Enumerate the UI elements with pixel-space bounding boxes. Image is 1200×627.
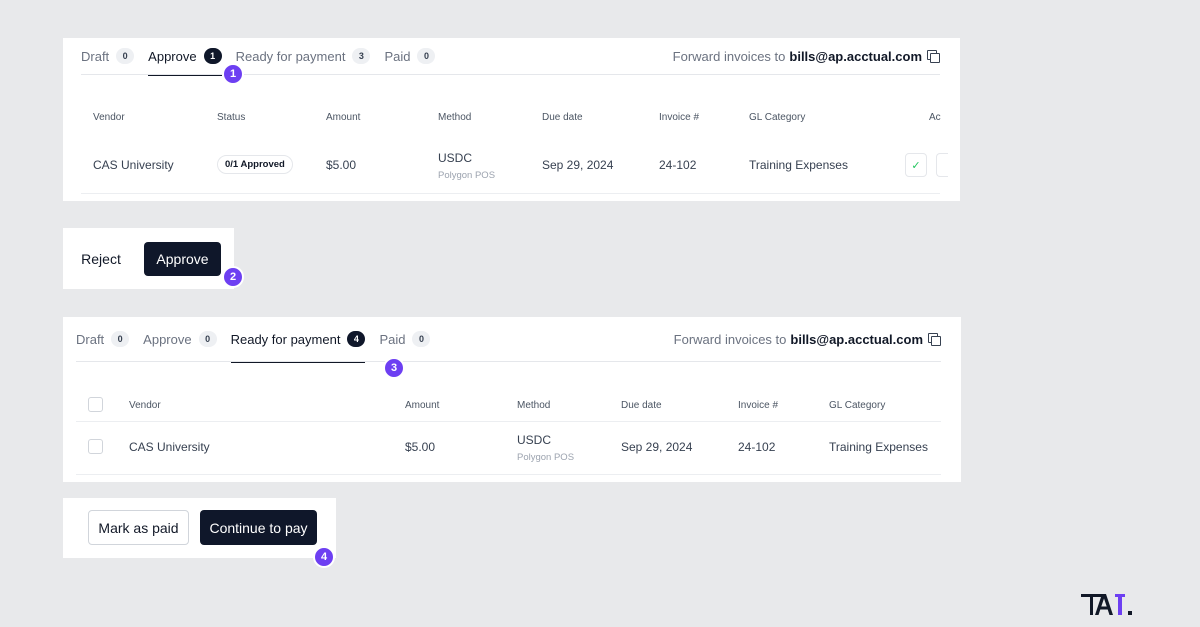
forward-email: bills@ap.acctual.com [790,332,923,347]
column-header-due-date: Due date [542,112,583,123]
column-header-vendor: Vendor [93,112,125,123]
continue-to-pay-button[interactable]: Continue to pay [200,510,317,545]
reject-button[interactable]: Reject [81,251,121,267]
method-network: Polygon POS [438,170,496,181]
tab-count: 0 [111,331,130,347]
approve-button[interactable]: Approve [144,242,221,276]
forward-email: bills@ap.acctual.com [789,49,922,64]
method-cell: USDC Polygon POS [517,433,574,463]
forward-label: Forward invoices to [673,332,787,347]
due-date-cell: Sep 29, 2024 [621,440,693,454]
column-header-invoice: Invoice # [738,400,779,411]
step-badge-3: 3 [383,357,405,379]
tab-approve[interactable]: Approve 0 [143,317,217,362]
vendor-cell: CAS University [129,440,210,454]
column-header-due-date: Due date [621,400,662,411]
row-divider [81,193,940,194]
tab-ready-for-payment[interactable]: Ready for payment 4 [230,317,366,363]
tab-count: 0 [417,48,436,64]
column-header-amount: Amount [405,400,440,411]
invoice-number-cell: 24-102 [738,440,776,454]
tab-count: 0 [412,331,431,347]
tab-draft[interactable]: Draft 0 [81,38,135,75]
invoice-status-tabs: Draft 0 Approve 1 Ready for payment 3 Paid 0… [81,38,940,76]
method-network: Polygon POS [517,452,575,463]
select-all-checkbox[interactable] [88,397,103,412]
copy-icon[interactable] [928,333,941,346]
tab-count: 3 [352,48,371,64]
column-header-vendor: Vendor [129,400,161,411]
column-header-method: Method [517,400,551,411]
gl-category-cell: Training Expenses [749,158,848,172]
column-header-method: Method [438,112,472,123]
copy-icon[interactable] [927,50,940,63]
method-cell: USDC Polygon POS [438,151,495,181]
tab-draft[interactable]: Draft 0 [76,317,130,362]
column-header-gl-category: GL Category [829,400,886,411]
column-header-gl-category: GL Category [749,112,806,123]
amount-cell: $5.00 [405,440,436,454]
column-header-amount: Amount [326,112,361,123]
row-checkbox[interactable] [88,439,103,454]
method-token: USDC [517,433,552,447]
column-header-status: Status [217,112,246,123]
amount-cell: $5.00 [326,158,357,172]
vendor-cell: CAS University [93,158,174,172]
approve-check-button[interactable]: ✓ [905,153,927,177]
approve-invoices-card: Draft 0 Approve 1 Ready for payment 3 Paid 0… [63,38,960,201]
row-divider [76,474,941,475]
brand-logo-icon [1081,594,1132,615]
status-badge: 0/1 Approved [217,155,293,174]
check-icon: ✓ [911,159,921,172]
forward-label: Forward invoices to [672,49,786,64]
forward-invoices-info: Forward invoices to bills@ap.acctual.com [674,317,941,362]
approval-actions-card: Reject Approve [63,228,234,289]
due-date-cell: Sep 29, 2024 [542,158,614,172]
tab-paid[interactable]: Paid 0 [384,38,436,75]
tab-count: 0 [116,48,135,64]
invoice-status-tabs: Draft 0 Approve 0 Ready for payment 4 Paid 0… [76,317,941,363]
reject-icon-button[interactable] [936,153,948,177]
tab-count: 1 [203,48,222,64]
tab-approve[interactable]: Approve 1 [148,38,223,76]
ready-for-payment-card: Draft 0 Approve 0 Ready for payment 4 Paid 0… [63,317,961,482]
method-token: USDC [438,151,473,165]
step-badge-1: 1 [222,63,244,85]
forward-invoices-info: Forward invoices to bills@ap.acctual.com [673,38,940,75]
tab-count: 0 [198,331,217,347]
tab-ready-for-payment[interactable]: Ready for payment 3 [236,38,371,75]
header-divider [76,421,941,422]
step-badge-2: 2 [222,266,244,288]
step-badge-4: 4 [313,546,335,568]
tab-paid[interactable]: Paid 0 [379,317,431,362]
mark-as-paid-button[interactable]: Mark as paid [88,510,189,545]
column-header-actions: Ac [929,112,941,123]
gl-category-cell: Training Expenses [829,440,928,454]
tab-count: 4 [347,331,366,347]
column-header-invoice: Invoice # [659,112,700,123]
payment-actions-card: Mark as paid Continue to pay [63,498,336,558]
invoice-number-cell: 24-102 [659,158,697,172]
